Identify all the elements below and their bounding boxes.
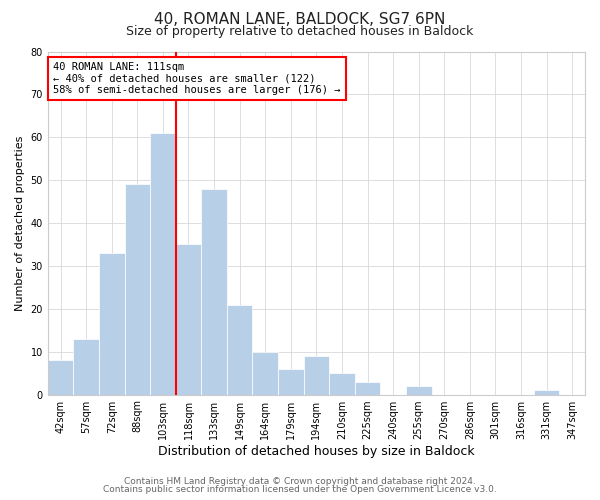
Text: Contains public sector information licensed under the Open Government Licence v3: Contains public sector information licen… [103,485,497,494]
X-axis label: Distribution of detached houses by size in Baldock: Distribution of detached houses by size … [158,444,475,458]
Bar [329,373,355,394]
Bar [48,360,73,394]
Bar [304,356,329,395]
Text: 40, ROMAN LANE, BALDOCK, SG7 6PN: 40, ROMAN LANE, BALDOCK, SG7 6PN [154,12,446,28]
Bar [253,352,278,395]
Text: Size of property relative to detached houses in Baldock: Size of property relative to detached ho… [127,25,473,38]
Bar [201,188,227,394]
Text: 40 ROMAN LANE: 111sqm
← 40% of detached houses are smaller (122)
58% of semi-det: 40 ROMAN LANE: 111sqm ← 40% of detached … [53,62,341,95]
Bar [150,133,176,394]
Bar [176,244,201,394]
Bar [534,390,559,394]
Bar [278,369,304,394]
Text: Contains HM Land Registry data © Crown copyright and database right 2024.: Contains HM Land Registry data © Crown c… [124,477,476,486]
Bar [355,382,380,394]
Y-axis label: Number of detached properties: Number of detached properties [15,136,25,310]
Bar [406,386,431,394]
Bar [99,253,125,394]
Bar [227,304,253,394]
Bar [73,339,99,394]
Bar [125,184,150,394]
